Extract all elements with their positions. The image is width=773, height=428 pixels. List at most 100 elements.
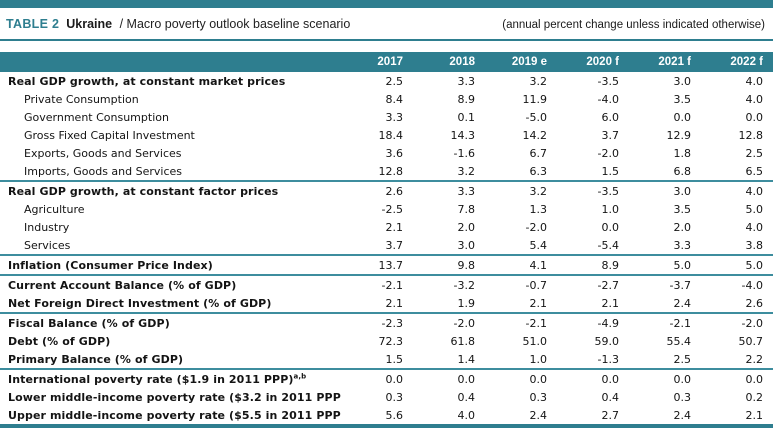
cell-value: 8.9 — [557, 254, 629, 275]
cell-value: 3.2 — [485, 180, 557, 200]
cell-value: -3.5 — [557, 180, 629, 200]
units-note: (annual percent change unless indicated … — [502, 19, 765, 31]
cell-value: -1.3 — [597, 353, 619, 366]
cell-value: -4.0 — [597, 93, 619, 106]
table-row: Gross Fixed Capital Investment 18.4 14.3 14… — [0, 126, 773, 144]
row-label: Private Consumption — [24, 93, 139, 106]
cell-value: 5.4 — [529, 239, 548, 252]
year-column-header: 2020 f — [557, 52, 629, 72]
cell-value: 3.7 — [385, 239, 404, 252]
cell-value: 2.4 — [673, 297, 692, 310]
cell-value: 55.4 — [666, 335, 692, 348]
cell-value: 1.0 — [601, 203, 620, 216]
cell-value: 3.2 — [529, 75, 548, 88]
cell-value: 0.0 — [629, 368, 701, 388]
table-title: TABLE 2 Ukraine / Macro poverty outlook b… — [6, 17, 350, 31]
year-column-header: 2019 e — [485, 52, 557, 72]
cell-value: 3.5 — [673, 93, 692, 106]
cell-value: 12.9 — [666, 129, 692, 142]
cell-value: 2.2 — [745, 353, 764, 366]
table-row: Fiscal Balance (% of GDP) -2.3 -2.0 -2.1 -4.… — [0, 312, 773, 332]
header-corner-cell — [0, 52, 341, 72]
row-label: Government Consumption — [24, 111, 169, 124]
cell-value: -3.5 — [597, 75, 619, 88]
cell-value: 59.0 — [594, 335, 620, 348]
table-row: Exports, Goods and Services 3.6 -1.6 6.7 -2.… — [0, 144, 773, 162]
table-row: Net Foreign Direct Investment (% of GDP)… — [0, 294, 773, 313]
row-label: Agriculture — [24, 203, 85, 216]
cell-value: 3.3 — [673, 239, 692, 252]
cell-value: 0.0 — [601, 221, 620, 234]
cell-value: -4.9 — [557, 312, 629, 332]
footnote-superscript: a,b — [293, 372, 307, 381]
cell-value: 0.3 — [385, 391, 404, 404]
row-label: Net Foreign Direct Investment (% of GDP) — [8, 297, 272, 310]
table-row: Inflation (Consumer Price Index) 13.7 9.8 4… — [0, 254, 773, 275]
cell-value: 18.4 — [378, 129, 404, 142]
cell-value: 2.4 — [529, 409, 548, 422]
cell-value: -2.1 — [629, 312, 701, 332]
cell-value: -4.0 — [701, 274, 773, 294]
cell-value: 2.1 — [385, 297, 404, 310]
table-row: Real GDP growth, at constant market pric… — [0, 72, 773, 90]
cell-value: 6.0 — [601, 111, 620, 124]
cell-value: 3.6 — [385, 147, 404, 160]
cell-value: 8.4 — [385, 93, 404, 106]
macro-outlook-table: 2017 2018 2019 e 2020 f 2021 f 2022 f Real GD… — [0, 52, 773, 428]
cell-value: 5.0 — [629, 254, 701, 275]
row-label: Real GDP growth, at constant factor pric… — [0, 180, 341, 200]
cell-value: -5.0 — [525, 111, 547, 124]
cell-value: -5.4 — [597, 239, 619, 252]
cell-value: -2.1 — [485, 312, 557, 332]
cell-value: 4.0 — [745, 93, 764, 106]
cell-value: 4.0 — [457, 409, 476, 422]
row-label: Primary Balance (% of GDP) — [8, 353, 184, 366]
row-label: Exports, Goods and Services — [24, 147, 182, 160]
cell-value: 2.6 — [745, 297, 764, 310]
cell-value: 5.0 — [701, 254, 773, 275]
table-row: Imports, Goods and Services 12.8 3.2 6.3 1.5… — [0, 162, 773, 181]
cell-value: 2.5 — [673, 353, 692, 366]
country-name: Ukraine — [66, 17, 113, 31]
cell-value: 2.1 — [601, 297, 620, 310]
year-column-header: 2022 f — [701, 52, 773, 72]
cell-value: 0.0 — [673, 111, 692, 124]
cell-value: -0.7 — [485, 274, 557, 294]
cell-value: -2.0 — [701, 312, 773, 332]
cell-value: 11.9 — [522, 93, 548, 106]
table-row: Upper middle-income poverty rate ($5.5 i… — [0, 406, 773, 426]
cell-value: -2.1 — [341, 274, 413, 294]
cell-value: 4.0 — [701, 180, 773, 200]
cell-value: 3.3 — [385, 111, 404, 124]
row-label: Fiscal Balance (% of GDP) — [0, 312, 341, 332]
cell-value: 0.0 — [341, 368, 413, 388]
row-label: Industry — [24, 221, 70, 234]
cell-value: 3.2 — [457, 165, 476, 178]
cell-value: 4.1 — [485, 254, 557, 275]
table-row: Debt (% of GDP) 72.3 61.8 51.0 59.0 55.4 50.7 — [0, 332, 773, 350]
cell-value: 1.3 — [529, 203, 548, 216]
row-label: Services — [24, 239, 71, 252]
cell-value: 0.0 — [557, 368, 629, 388]
cell-value: 2.7 — [601, 409, 620, 422]
row-label: Upper middle-income poverty rate ($5.5 i… — [8, 409, 341, 422]
cell-value: 2.0 — [673, 221, 692, 234]
cell-value: 1.0 — [529, 353, 548, 366]
cell-value: 2.4 — [673, 409, 692, 422]
year-column-header: 2021 f — [629, 52, 701, 72]
cell-value: 6.3 — [529, 165, 548, 178]
cell-value: 2.5 — [745, 147, 764, 160]
cell-value: 3.3 — [457, 75, 476, 88]
cell-value: -2.7 — [557, 274, 629, 294]
cell-value: 12.8 — [378, 165, 404, 178]
cell-value: 14.3 — [450, 129, 476, 142]
cell-value: 0.4 — [601, 391, 620, 404]
cell-value: 1.9 — [457, 297, 476, 310]
row-label: Real GDP growth, at constant market pric… — [8, 75, 286, 88]
year-column-header: 2018 — [413, 52, 485, 72]
cell-value: 2.0 — [457, 221, 476, 234]
cell-value: 0.2 — [745, 391, 764, 404]
cell-value: 0.0 — [485, 368, 557, 388]
cell-value: -1.6 — [453, 147, 475, 160]
